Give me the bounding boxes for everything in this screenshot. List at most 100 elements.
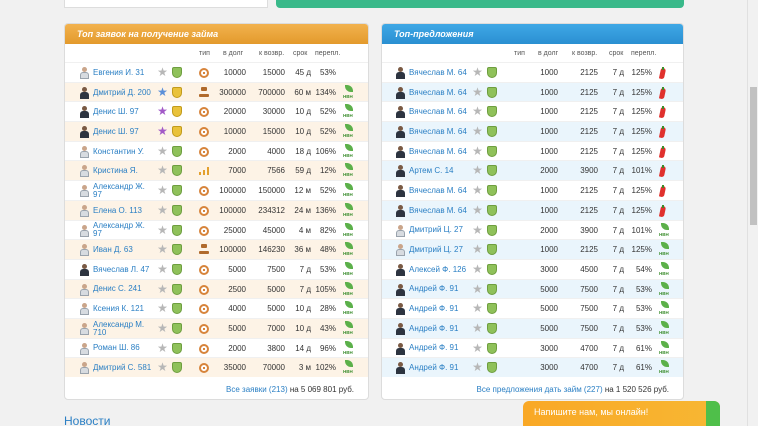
shield-icon	[487, 185, 497, 197]
leaf-badge-icon: НВН	[343, 202, 355, 219]
borrower-name-link[interactable]: Алексей Ф. 126	[409, 264, 467, 274]
borrower-name-link[interactable]: Роман Ш. 86	[93, 343, 140, 353]
table-row[interactable]: Артем С. 14 ★ 2000 3900 7 д 101%	[382, 160, 683, 181]
table-row[interactable]: Александр Ж. 97 ★ 100000 150000 12 м 52% НВН	[65, 180, 368, 200]
borrower-name-link[interactable]: Евгения И. 31	[93, 67, 145, 77]
borrower-name-link[interactable]: Ксения К. 121	[93, 304, 145, 314]
table-row[interactable]: Иван Д. 63 ★ 100000 146230 36 м 48% НВН	[65, 239, 368, 259]
scrollbar-thumb[interactable]	[750, 87, 757, 225]
table-row[interactable]: Ксения К. 121 ★ 4000 5000 10 д 28% НВН	[65, 298, 368, 318]
borrower-name-link[interactable]: Андрей Ф. 91	[409, 343, 459, 353]
table-row[interactable]: Вячеслав М. 64 ★ 1000 2125 7 д 125%	[382, 101, 683, 121]
rating-star-icon: ★	[472, 183, 483, 198]
table-row[interactable]: Александр Ж. 97 ★ 25000 45000 4 м 82% НВН	[65, 219, 368, 240]
borrower-name-link[interactable]: Артем С. 14	[409, 166, 454, 176]
table-row[interactable]: Роман Ш. 86 ★ 2000 3800 14 д 96% НВН	[65, 337, 368, 358]
news-link[interactable]: Новости	[64, 414, 111, 426]
loan-amount: 5000	[540, 323, 558, 333]
table-row[interactable]: Денис С. 241 ★ 2500 5000 7 д 105% НВН	[65, 278, 368, 299]
rating-star-icon: ★	[472, 84, 483, 99]
borrower-name-link[interactable]: Вячеслав М. 64	[409, 146, 467, 156]
shield-icon	[487, 322, 497, 334]
loan-term: 7 д	[612, 225, 624, 235]
table-row[interactable]: Андрей Ф. 91 ★ 3000 4700 7 д 61% НВН	[382, 337, 683, 358]
overpay-percent: 53%	[635, 323, 652, 333]
borrower-name-link[interactable]: Иван Д. 63	[93, 245, 133, 255]
leaf-badge-label: НВН	[659, 231, 669, 237]
rating-star-icon: ★	[157, 222, 168, 237]
loan-amount: 100000	[219, 205, 246, 215]
borrower-name-link[interactable]: Елена О. 113	[93, 205, 142, 215]
borrower-name-link[interactable]: Денис Ш. 97	[93, 107, 139, 117]
leaf-badge-icon: НВН	[343, 360, 355, 376]
table-row[interactable]: Дмитрий Ц. 27 ★ 1000 2125 7 д 125% НВН	[382, 239, 683, 259]
loan-amount: 2000	[540, 166, 558, 176]
loan-type-icon	[199, 127, 209, 138]
leaf-badge-icon: НВН	[343, 320, 355, 337]
table-row[interactable]: Андрей Ф. 91 ★ 5000 7500 7 д 53% НВН	[382, 298, 683, 318]
bar-segment	[199, 172, 201, 176]
table-row[interactable]: Андрей Ф. 91 ★ 5000 7500 7 д 53% НВН	[382, 278, 683, 299]
borrower-name-link[interactable]: Андрей Ф. 91	[409, 284, 459, 294]
leaf-badge-icon: НВН	[659, 320, 671, 337]
borrower-name-link[interactable]: Андрей Ф. 91	[409, 363, 459, 373]
table-row[interactable]: Елена О. 113 ★ 100000 234312 24 м 136% НВН	[65, 199, 368, 220]
all-requests-link[interactable]: Все заявки (213)	[226, 385, 288, 394]
borrower-name-link[interactable]: Вячеслав М. 64	[409, 87, 467, 97]
borrower-name-link[interactable]: Андрей Ф. 91	[409, 323, 459, 333]
avatar-body	[80, 91, 89, 99]
table-row[interactable]: Константин У. ★ 2000 4000 18 д 106% НВН	[65, 140, 368, 161]
avatar-head	[82, 204, 87, 210]
borrower-name-link[interactable]: Вячеслав М. 64	[409, 205, 467, 215]
scrollbar[interactable]	[747, 0, 758, 426]
overpay-percent: 52%	[319, 186, 336, 196]
table-row[interactable]: Денис Ш. 97 ★ 20000 30000 10 д 52% НВН	[65, 101, 368, 121]
table-row[interactable]: Андрей Ф. 91 ★ 3000 4700 7 д 61% НВН	[382, 357, 683, 377]
table-row[interactable]: Вячеслав Л. 47 ★ 5000 7500 7 д 53% НВН	[65, 258, 368, 279]
table-row[interactable]: Дмитрий С. 581 ★ 35000 70000 3 м 102% НВН	[65, 357, 368, 377]
borrower-name-link[interactable]: Вячеслав М. 64	[409, 107, 467, 117]
borrower-name-link[interactable]: Вячеслав М. 64	[409, 126, 467, 136]
borrower-name-link[interactable]: Александр Ж. 97	[93, 221, 145, 239]
borrower-name-link[interactable]: Константин У.	[93, 146, 144, 156]
top-requests-panel: Топ заявок на получение займа тип в долг…	[64, 23, 369, 400]
table-row[interactable]: Алексей Ф. 126 ★ 3000 4500 7 д 54% НВН	[382, 258, 683, 279]
chat-widget-button[interactable]: Напишите нам, мы онлайн!	[523, 401, 720, 426]
table-row[interactable]: Андрей Ф. 91 ★ 5000 7500 7 д 53% НВН	[382, 317, 683, 338]
return-amount: 4000	[267, 146, 285, 156]
table-row[interactable]: Дмитрий Ц. 27 ★ 2000 3900 7 д 101% НВН	[382, 219, 683, 240]
borrower-name-link[interactable]: Денис С. 241	[93, 284, 142, 294]
table-row[interactable]: Вячеслав М. 64 ★ 1000 2125 7 д 125%	[382, 81, 683, 102]
table-row[interactable]: Александр М. 710 ★ 5000 7000 10 д 43% НВН	[65, 317, 368, 338]
borrower-name-link[interactable]: Дмитрий Ц. 27	[409, 245, 463, 255]
borrower-name-link[interactable]: Денис Ш. 97	[93, 126, 139, 136]
borrower-name-link[interactable]: Вячеслав Л. 47	[93, 264, 150, 274]
table-row[interactable]: Дмитрий Д. 200 ★ 300000 700000 60 м 134% НВН	[65, 81, 368, 102]
rating-star-icon: ★	[157, 242, 168, 257]
all-offers-link[interactable]: Все предложения дать займ (227)	[476, 385, 603, 394]
col-term: срок	[293, 50, 308, 57]
table-row[interactable]: Евгения И. 31 ★ 10000 15000 45 д 53%	[65, 62, 368, 82]
table-row[interactable]: Вячеслав М. 64 ★ 1000 2125 7 д 125%	[382, 180, 683, 200]
borrower-name-link[interactable]: Александр Ж. 97	[93, 181, 145, 199]
table-row[interactable]: Вячеслав М. 64 ★ 1000 2125 7 д 125%	[382, 121, 683, 141]
col-amount: в долг	[223, 50, 244, 57]
table-row[interactable]: Кристина Я. ★ 7000 7566 59 д 12% НВН	[65, 160, 368, 181]
borrower-name-link[interactable]: Александр М. 710	[93, 319, 145, 337]
avatar-head	[398, 263, 403, 269]
table-row[interactable]: Вячеслав М. 64 ★ 1000 2125 7 д 125%	[382, 199, 683, 220]
borrower-name-link[interactable]: Дмитрий Д. 200	[93, 87, 151, 97]
borrower-name-link[interactable]: Вячеслав М. 64	[409, 67, 467, 77]
table-row[interactable]: Вячеслав М. 64 ★ 1000 2125 7 д 125%	[382, 140, 683, 161]
pepper-icon	[659, 204, 667, 217]
borrower-name-link[interactable]: Дмитрий Ц. 27	[409, 225, 463, 235]
loan-type-icon	[199, 284, 209, 295]
borrower-name-link[interactable]: Андрей Ф. 91	[409, 304, 459, 314]
shield-icon	[487, 106, 497, 118]
borrower-name-link[interactable]: Вячеслав М. 64	[409, 185, 467, 195]
table-row[interactable]: Вячеслав М. 64 ★ 1000 2125 7 д 125%	[382, 62, 683, 82]
table-row[interactable]: Денис Ш. 97 ★ 10000 15000 10 д 52% НВН	[65, 121, 368, 141]
borrower-name-link[interactable]: Кристина Я.	[93, 166, 138, 176]
loan-amount: 2000	[228, 343, 246, 353]
borrower-name-link[interactable]: Дмитрий С. 581	[93, 363, 152, 373]
